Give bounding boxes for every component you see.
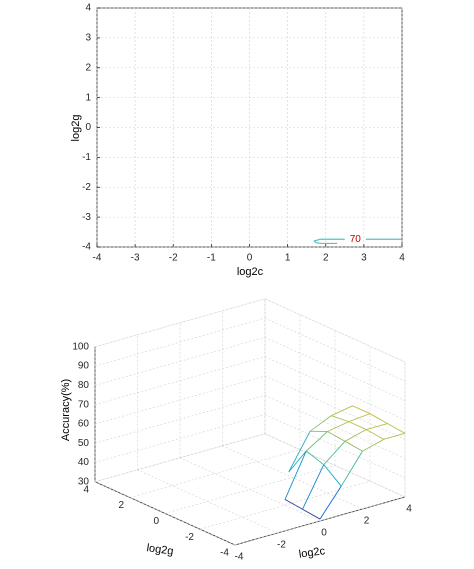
x-tick-label: 2 xyxy=(323,253,329,264)
mesh-edge xyxy=(331,405,353,417)
mesh-edge xyxy=(323,441,346,465)
y-tick-label: 0 xyxy=(85,122,91,133)
mesh-edge xyxy=(302,508,321,520)
z-axis-label: Accuracy(%) xyxy=(60,379,72,441)
mesh-edge xyxy=(284,450,307,500)
mesh-edge xyxy=(344,440,363,452)
mesh-edge xyxy=(288,431,311,473)
y-tick-label: -2 xyxy=(82,182,91,193)
mesh-edge xyxy=(327,431,346,442)
z-tick-label: 50 xyxy=(78,438,90,449)
contour-label: 70 xyxy=(350,234,362,245)
x-tick-label: 2 xyxy=(364,516,370,527)
mesh-edge xyxy=(352,405,371,415)
x-tick-label: -3 xyxy=(131,253,140,264)
grid-line xyxy=(129,449,301,498)
y-tick-label: 2 xyxy=(85,62,91,73)
mesh-edge xyxy=(305,450,325,466)
mesh-edge xyxy=(340,450,363,487)
y-tick-label: -1 xyxy=(82,152,91,163)
mesh-edge xyxy=(323,464,342,487)
x-tick-label: -4 xyxy=(235,552,244,563)
mesh-edge xyxy=(331,415,349,423)
grid-line xyxy=(264,433,406,498)
y-tick-label: -2 xyxy=(185,532,194,543)
z-tick-label: 100 xyxy=(72,341,89,352)
z-tick-label: 30 xyxy=(78,476,90,487)
x-axis-label: log2c xyxy=(298,545,326,561)
y-tick-label: -4 xyxy=(220,548,229,559)
y-axis-label: log2g xyxy=(146,542,174,558)
x-tick-label: -4 xyxy=(93,253,102,264)
y-tick-label: 0 xyxy=(153,516,159,527)
grid-line xyxy=(234,496,406,546)
mesh-edge xyxy=(327,421,349,432)
x-tick-label: 4 xyxy=(406,504,412,515)
grid-line xyxy=(264,394,406,459)
y-tick-label: 2 xyxy=(118,500,124,511)
mesh-edge xyxy=(387,423,406,434)
y-tick-label: 4 xyxy=(83,484,89,495)
mesh-edge xyxy=(366,423,388,430)
grid-line xyxy=(94,433,266,483)
mesh-edge xyxy=(362,438,384,452)
z-tick-label: 40 xyxy=(78,457,90,468)
grid-line xyxy=(94,317,266,367)
mesh-edge xyxy=(305,431,328,452)
x-axis-label: log2c xyxy=(237,266,264,278)
mesh-edge xyxy=(348,421,367,430)
mesh-edge xyxy=(344,429,367,442)
mesh-edge xyxy=(383,432,406,440)
x-tick-label: -2 xyxy=(277,540,286,551)
z-tick-label: 90 xyxy=(78,361,90,372)
x-tick-label: -2 xyxy=(169,253,178,264)
grid-line xyxy=(264,298,406,363)
grid-line xyxy=(94,375,266,425)
grid-line xyxy=(264,317,406,382)
y-tick-label: 4 xyxy=(85,3,91,14)
grid-line xyxy=(94,394,266,444)
x-tick-label: 3 xyxy=(361,253,367,264)
grid-line xyxy=(94,356,266,405)
y-tick-label: 3 xyxy=(85,33,91,44)
y-tick-label: -4 xyxy=(82,242,91,253)
grid-line xyxy=(264,356,406,421)
x-tick-label: -1 xyxy=(207,253,216,264)
mesh-edge xyxy=(309,415,332,432)
grid-line xyxy=(264,337,406,401)
y-axis-label: log2g xyxy=(70,115,82,142)
z-tick-label: 80 xyxy=(78,380,90,391)
mesh-edge xyxy=(319,485,342,520)
x-tick-label: 4 xyxy=(399,253,405,264)
grid-line xyxy=(264,375,406,440)
mesh-edge xyxy=(302,464,325,510)
mesh-edge xyxy=(284,499,303,510)
mesh-edge xyxy=(348,413,371,423)
grid-line xyxy=(164,465,336,514)
z-tick-label: 70 xyxy=(78,399,90,410)
mesh-edge xyxy=(288,450,307,473)
grid-line xyxy=(94,337,266,386)
y-tick-label: -3 xyxy=(82,212,91,223)
grid-line xyxy=(199,480,371,530)
contour-line xyxy=(313,238,345,245)
grid-line xyxy=(264,414,406,478)
grid-line xyxy=(94,298,266,348)
z-tick-label: 60 xyxy=(78,419,90,430)
x-tick-label: 0 xyxy=(247,253,253,264)
mesh-edge xyxy=(369,413,388,424)
x-tick-label: 0 xyxy=(321,528,327,539)
x-tick-label: 1 xyxy=(285,253,291,264)
grid-line xyxy=(94,414,266,463)
y-tick-label: 1 xyxy=(85,92,91,103)
mesh-edge xyxy=(366,429,384,440)
